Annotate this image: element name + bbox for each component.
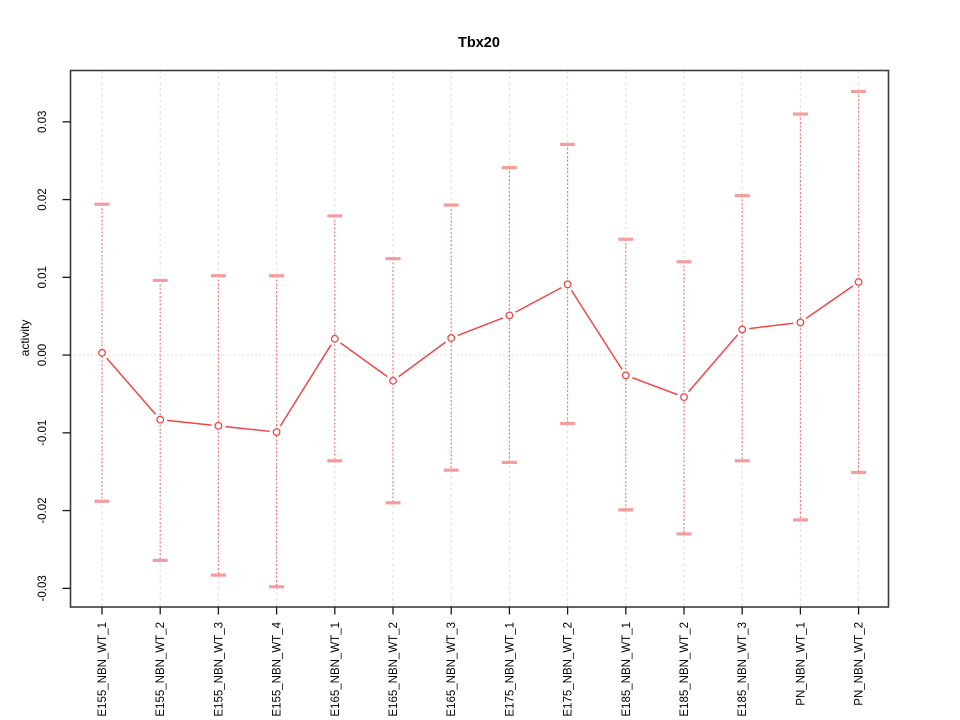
series-line-segment: [749, 322, 794, 330]
series-line-segment: [340, 342, 388, 378]
plot-frame: [69, 69, 890, 608]
y-tick-label: -0.02: [37, 497, 49, 523]
x-tick-label: PN_NBN_WT_1: [795, 622, 807, 706]
y-tick-label: 0.02: [37, 188, 49, 210]
x-tick-label: E155_NBN_WT_4: [272, 621, 284, 716]
series-line-segment: [279, 344, 332, 427]
data-point: [796, 318, 805, 327]
y-tick-label: 0.01: [37, 266, 49, 288]
x-tick-label: E185_NBN_WT_1: [621, 622, 633, 717]
x-tick-label: E185_NBN_WT_3: [737, 622, 749, 717]
y-tick-label: -0.01: [37, 420, 49, 446]
data-point: [738, 325, 747, 334]
x-tick-label: E155_NBN_WT_2: [155, 622, 167, 717]
chart-title: Tbx20: [458, 35, 500, 51]
series-line-segment: [398, 341, 447, 378]
x-tick-label: E155_NBN_WT_3: [213, 622, 225, 717]
data-point: [156, 415, 165, 424]
y-axis-label: activity: [18, 320, 32, 357]
series-line-segment: [570, 289, 623, 370]
series-line-segment: [805, 285, 854, 320]
data-point: [389, 376, 397, 385]
data-point: [272, 428, 281, 437]
x-tick-label: E155_NBN_WT_1: [97, 622, 109, 717]
series-line-segment: [106, 357, 157, 415]
x-tick-label: E175_NBN_WT_2: [563, 622, 575, 717]
plot-area: -0.03 -0.02 -0.01 0.00 0.01 0.02 0.03 E155_NBN_…: [37, 69, 890, 717]
series-line-segment: [225, 425, 270, 433]
y-tick-label: 0.03: [37, 111, 49, 133]
data-point: [214, 421, 223, 430]
x-tick-label: E185_NBN_WT_2: [679, 622, 691, 717]
series-line-segment: [515, 286, 562, 313]
data-point: [621, 371, 630, 380]
data-point: [505, 311, 514, 320]
data-point: [330, 334, 339, 343]
x-tick-label: E165_NBN_WT_1: [330, 622, 342, 717]
data-point: [98, 348, 106, 357]
x-tick-label: E165_NBN_WT_2: [388, 622, 400, 717]
y-tick-label: 0.00: [37, 344, 49, 366]
data-point: [447, 334, 456, 342]
x-tick-label: E175_NBN_WT_1: [504, 622, 516, 717]
series-line-segment: [167, 419, 212, 426]
data-point: [854, 278, 863, 286]
series-line-segment: [687, 334, 739, 393]
data-point: [680, 393, 688, 402]
series-line-segment: [457, 317, 504, 337]
y-tick-label: -0.03: [37, 575, 49, 601]
x-tick-label: PN_NBN_WT_2: [854, 622, 866, 706]
data-point: [563, 280, 572, 289]
series-line-segment: [632, 377, 678, 396]
x-tick-label: E165_NBN_WT_3: [446, 622, 458, 717]
